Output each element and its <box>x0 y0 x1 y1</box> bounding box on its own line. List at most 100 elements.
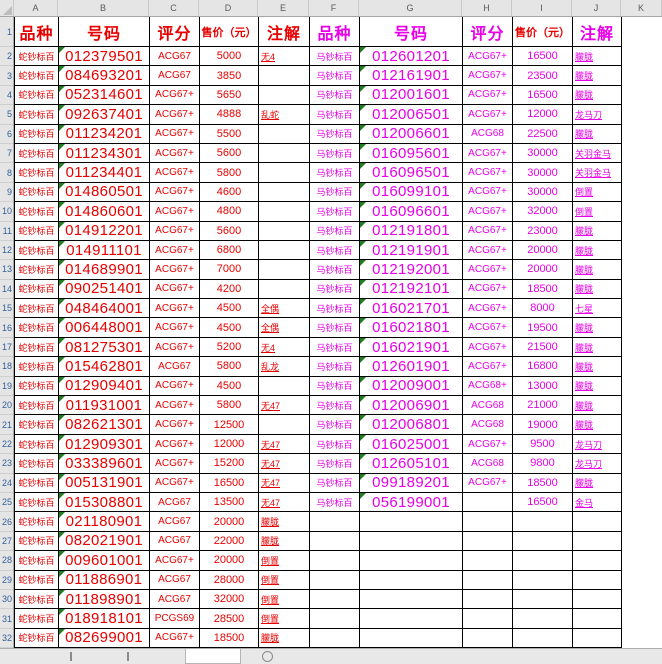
cell-price[interactable]: 16500 <box>513 492 573 513</box>
header-number[interactable]: 号码 <box>59 17 150 47</box>
cell-grade[interactable]: ACG67+ <box>463 318 513 338</box>
cell-note[interactable]: 朦胧 <box>573 415 622 435</box>
row-header-31[interactable]: 31 <box>0 609 13 629</box>
cell-note[interactable]: 朦胧 <box>573 337 622 358</box>
column-header-D[interactable]: D <box>199 0 258 16</box>
cell-note[interactable] <box>573 570 622 590</box>
row-header-5[interactable]: 5 <box>0 105 13 125</box>
cell-grade[interactable]: ACG67 <box>150 531 200 552</box>
cell-variety[interactable]: 蛇钞标百 <box>15 124 59 144</box>
cell-note[interactable]: 乱龙 <box>259 357 310 377</box>
cell-grade[interactable]: ACG67 <box>150 512 200 532</box>
cell-grade[interactable] <box>463 609 513 629</box>
cell-grade[interactable] <box>463 512 513 532</box>
cell-number[interactable]: 090251401 <box>59 279 150 300</box>
column-header-I[interactable]: I <box>512 0 572 16</box>
cell-variety[interactable]: 马钞标百 <box>310 299 360 319</box>
cell-number[interactable] <box>360 551 463 571</box>
cell-price[interactable]: 4500 <box>200 299 259 319</box>
cell-number[interactable]: 011931001 <box>59 396 150 416</box>
cell-variety[interactable]: 蛇钞标百 <box>15 143 59 164</box>
cell-number[interactable] <box>360 531 463 552</box>
active-sheet-tab[interactable] <box>185 649 241 664</box>
cell-grade[interactable]: ACG68 <box>463 124 513 144</box>
cell-price[interactable]: 20000 <box>200 512 259 532</box>
cell-note[interactable]: 七星 <box>573 299 622 319</box>
row-header-8[interactable]: 8 <box>0 163 13 183</box>
row-header-11[interactable]: 11 <box>0 222 13 241</box>
cell-price[interactable]: 5600 <box>200 221 259 241</box>
row-header-10[interactable]: 10 <box>0 202 13 222</box>
cell-price[interactable]: 15200 <box>200 454 259 474</box>
cell-price[interactable]: 20000 <box>513 240 573 261</box>
cell-price[interactable]: 19000 <box>513 415 573 435</box>
cell-variety[interactable]: 马钞标百 <box>310 85 360 106</box>
cell-note[interactable]: 朦胧 <box>573 85 622 106</box>
row-header-19[interactable]: 19 <box>0 377 13 397</box>
cell-price[interactable]: 23500 <box>513 66 573 86</box>
cell-price[interactable] <box>513 551 573 571</box>
cell-grade[interactable]: ACG67+ <box>463 337 513 358</box>
cell-number[interactable]: 012192001 <box>360 260 463 280</box>
row-header-6[interactable]: 6 <box>0 125 13 144</box>
cell-number[interactable]: 006448001 <box>59 318 150 338</box>
cell-price[interactable] <box>513 570 573 590</box>
cell-price[interactable]: 18500 <box>513 473 573 493</box>
cell-variety[interactable]: 马钞标百 <box>310 260 360 280</box>
cell-grade[interactable]: ACG67+ <box>150 279 200 300</box>
cell-number[interactable]: 021180901 <box>59 512 150 532</box>
cell-variety[interactable] <box>310 512 360 532</box>
cell-price[interactable]: 4500 <box>200 376 259 397</box>
header-note[interactable]: 注解 <box>259 17 310 47</box>
cell-note[interactable]: 朦胧 <box>573 279 622 300</box>
row-header-22[interactable]: 22 <box>0 435 13 455</box>
cell-number[interactable]: 012192101 <box>360 279 463 300</box>
cell-number[interactable]: 012006601 <box>360 124 463 144</box>
cell-note[interactable] <box>259 260 310 280</box>
cell-number[interactable]: 011234301 <box>59 143 150 164</box>
cell-price[interactable]: 7000 <box>200 260 259 280</box>
cell-variety[interactable]: 马钞标百 <box>310 318 360 338</box>
cell-number[interactable]: 015308801 <box>59 492 150 513</box>
cell-variety[interactable]: 蛇钞标百 <box>15 570 59 590</box>
cell-variety[interactable]: 蛇钞标百 <box>15 182 59 203</box>
cell-note[interactable] <box>259 163 310 183</box>
cell-grade[interactable] <box>463 589 513 610</box>
cell-price[interactable]: 5800 <box>200 357 259 377</box>
row-header-32[interactable]: 32 <box>0 629 13 649</box>
cell-price[interactable]: 22500 <box>513 124 573 144</box>
cell-note[interactable]: 无4 <box>259 337 310 358</box>
cell-variety[interactable]: 蛇钞标百 <box>15 85 59 106</box>
row-header-27[interactable]: 27 <box>0 532 13 552</box>
cell-number[interactable]: 011886901 <box>59 570 150 590</box>
cell-grade[interactable]: ACG67+ <box>150 628 200 649</box>
header-price[interactable]: 售价（元） <box>200 17 259 47</box>
cell-price[interactable]: 5600 <box>200 143 259 164</box>
cell-price[interactable]: 4888 <box>200 105 259 125</box>
column-header-E[interactable]: E <box>258 0 309 16</box>
cell-variety[interactable]: 马钞标百 <box>310 357 360 377</box>
cell-grade[interactable]: ACG67+ <box>463 473 513 493</box>
cell-number[interactable]: 012009001 <box>360 376 463 397</box>
cell-note[interactable]: 朦胧 <box>573 66 622 86</box>
cell-variety[interactable]: 马钞标百 <box>310 202 360 222</box>
cell-variety[interactable]: 蛇钞标百 <box>15 415 59 435</box>
cell-note[interactable]: 朦胧 <box>573 124 622 144</box>
cell-price[interactable]: 30000 <box>513 143 573 164</box>
row-header-18[interactable]: 18 <box>0 357 13 377</box>
cell-variety[interactable] <box>310 628 360 649</box>
cell-price[interactable]: 28500 <box>200 609 259 629</box>
cell-price[interactable] <box>513 531 573 552</box>
cell-grade[interactable] <box>463 570 513 590</box>
cell-grade[interactable]: ACG67+ <box>150 163 200 183</box>
cell-number[interactable]: 014912201 <box>59 221 150 241</box>
column-header-A[interactable]: A <box>14 0 58 16</box>
cell-price[interactable]: 3850 <box>200 66 259 86</box>
cell-number[interactable]: 014911101 <box>59 240 150 261</box>
cell-number[interactable]: 012191801 <box>360 221 463 241</box>
row-header-4[interactable]: 4 <box>0 86 13 106</box>
cell-number[interactable]: 082021901 <box>59 531 150 552</box>
cell-variety[interactable]: 蛇钞标百 <box>15 260 59 280</box>
cell-number[interactable]: 084693201 <box>59 66 150 86</box>
row-header-23[interactable]: 23 <box>0 454 13 474</box>
